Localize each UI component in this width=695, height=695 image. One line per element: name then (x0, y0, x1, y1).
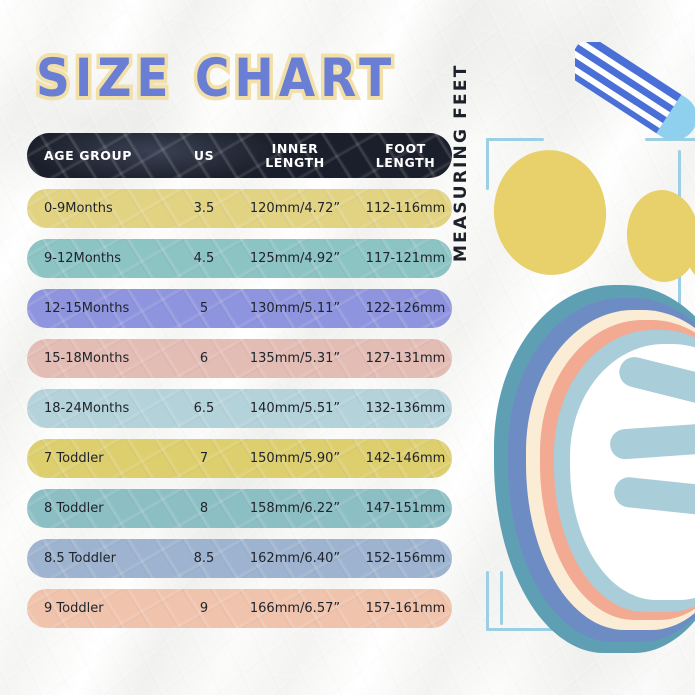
table-header-row: AGE GROUP US INNER LENGTH FOOT LENGTH (27, 133, 452, 178)
cell-us-size: 6.5 (193, 400, 215, 416)
cell-us-size: 4.5 (193, 250, 215, 266)
column-header-foot-length: FOOT LENGTH (375, 141, 436, 170)
cell-us-size: 5 (199, 300, 209, 316)
cell-inner-length: 135mm/5.31” (249, 350, 341, 366)
table-row: 12-15Months 5 130mm/5.11” 122-126mm (27, 289, 452, 328)
cell-foot-length: 117-121mm (365, 250, 446, 266)
measuring-feet-label: MEASURING FEET (451, 63, 471, 262)
cell-foot-length: 157-161mm (365, 600, 446, 616)
page-title: SIZE CHART (32, 44, 397, 113)
table-row: 8 Toddler 8 158mm/6.22” 147-151mm (27, 489, 452, 528)
cell-inner-length: 162mm/6.40” (249, 550, 341, 566)
table-row: 15-18Months 6 135mm/5.31” 127-131mm (27, 339, 452, 378)
cell-age-group: 0-9Months (44, 200, 113, 216)
cell-us-size: 9 (199, 600, 209, 616)
cell-age-group: 9-12Months (44, 250, 122, 266)
column-header-age-group: AGE GROUP (44, 147, 133, 163)
cell-inner-length: 120mm/4.72” (249, 200, 341, 216)
table-row: 7 Toddler 7 150mm/5.90” 142-146mm (27, 439, 452, 478)
foot-illustration (487, 130, 695, 653)
table-row: 9-12Months 4.5 125mm/4.92” 117-121mm (27, 239, 452, 278)
table-row: 8.5 Toddler 8.5 162mm/6.40” 152-156mm (27, 539, 452, 578)
cell-inner-length: 125mm/4.92” (249, 250, 341, 266)
cell-foot-length: 122-126mm (365, 300, 446, 316)
cell-foot-length: 147-151mm (365, 500, 446, 516)
table-row: 18-24Months 6.5 140mm/5.51” 132-136mm (27, 389, 452, 428)
cell-age-group: 7 Toddler (44, 450, 104, 466)
toe-big (487, 144, 613, 281)
cell-age-group: 8 Toddler (44, 500, 104, 516)
cell-age-group: 12-15Months (44, 300, 130, 316)
cell-foot-length: 152-156mm (365, 550, 446, 566)
cell-foot-length: 127-131mm (365, 350, 446, 366)
cell-inner-length: 140mm/5.51” (249, 400, 341, 416)
cell-us-size: 6 (199, 350, 209, 366)
table-row: 0-9Months 3.5 120mm/4.72” 112-116mm (27, 189, 452, 228)
column-header-us: US (193, 147, 215, 163)
cell-us-size: 8 (199, 500, 209, 516)
toe-third (685, 208, 695, 284)
size-chart-table: AGE GROUP US INNER LENGTH FOOT LENGTH 0-… (27, 133, 452, 639)
cell-foot-length: 112-116mm (365, 200, 446, 216)
cell-age-group: 9 Toddler (44, 600, 104, 616)
column-header-inner-length: INNER LENGTH (265, 141, 325, 170)
cell-us-size: 7 (199, 450, 209, 466)
cell-inner-length: 166mm/6.57” (249, 600, 341, 616)
cell-foot-length: 142-146mm (365, 450, 446, 466)
cell-us-size: 3.5 (193, 200, 215, 216)
cell-age-group: 18-24Months (44, 400, 130, 416)
toe-second (623, 187, 695, 285)
cell-us-size: 8.5 (193, 550, 215, 566)
table-row: 9 Toddler 9 166mm/6.57” 157-161mm (27, 589, 452, 628)
cell-age-group: 15-18Months (44, 350, 130, 366)
cell-age-group: 8.5 Toddler (44, 550, 116, 566)
cell-inner-length: 150mm/5.90” (249, 450, 341, 466)
cell-foot-length: 132-136mm (365, 400, 446, 416)
cell-inner-length: 130mm/5.11” (249, 300, 341, 316)
table-body: 0-9Months 3.5 120mm/4.72” 112-116mm 9-12Mont… (27, 189, 452, 628)
cell-inner-length: 158mm/6.22” (249, 500, 341, 516)
pencil-icon (575, 42, 695, 141)
